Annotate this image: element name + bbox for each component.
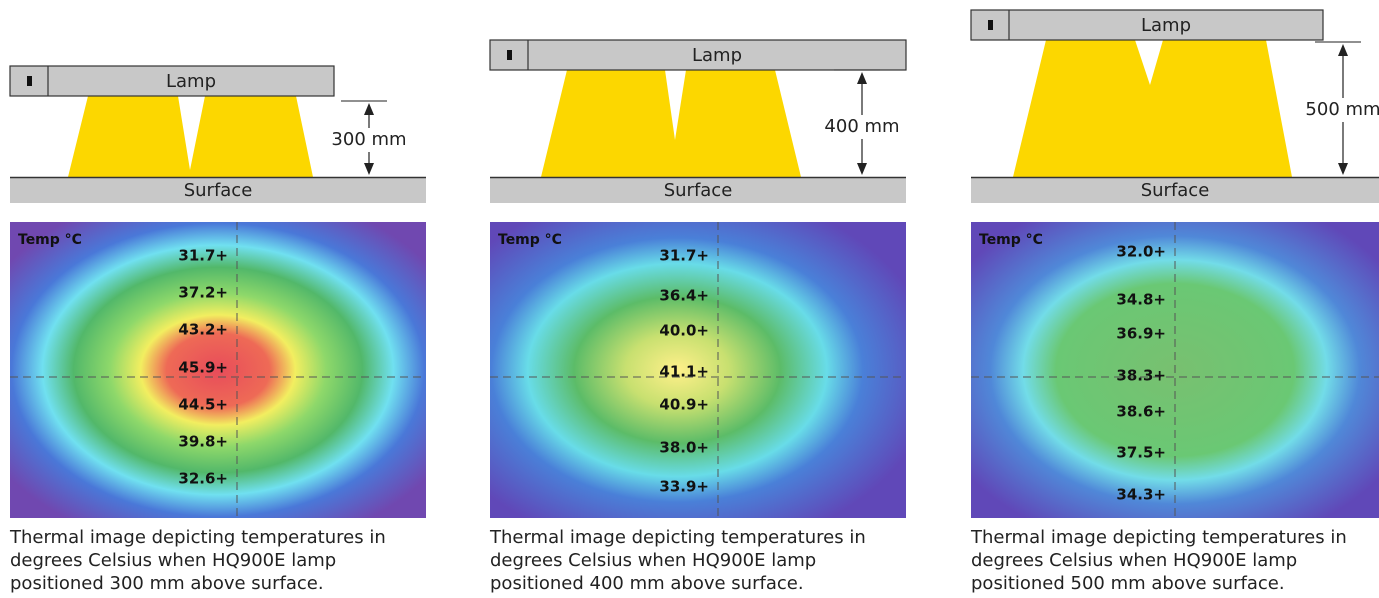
surface-label: Surface <box>1141 180 1210 201</box>
temperature-label: 34.8+ <box>1116 291 1166 309</box>
temperature-label: 38.0+ <box>659 439 709 457</box>
temperature-label: 33.9+ <box>659 478 709 496</box>
thermal-image <box>490 222 906 518</box>
lamp-body <box>9 65 335 97</box>
arrow-head <box>364 103 374 115</box>
dimension-label: 300 mm <box>331 129 406 150</box>
dimension-label: 400 mm <box>824 116 899 137</box>
lamp-label: Lamp <box>166 71 216 92</box>
surface-label: Surface <box>184 180 253 201</box>
surface <box>10 177 426 203</box>
caption: Thermal image depicting temperatures in … <box>971 527 1347 594</box>
dimension-label: 500 mm <box>1305 99 1379 120</box>
arrow-head <box>1338 44 1348 56</box>
light-beam <box>1013 40 1292 177</box>
temperature-label: 44.5+ <box>178 396 228 414</box>
light-beam <box>541 70 801 177</box>
dimension-label-bg <box>1303 98 1379 122</box>
lamp-switch <box>507 50 512 60</box>
temperature-label: 36.4+ <box>659 287 709 305</box>
dimension-label-bg <box>822 115 902 139</box>
surface-label: Surface <box>664 180 733 201</box>
lamp-switch <box>27 76 32 86</box>
lamp-label: Lamp <box>692 45 742 66</box>
lamp-switch <box>988 20 993 30</box>
temperature-label: 38.3+ <box>1116 367 1166 385</box>
temperature-label: 31.7+ <box>659 247 709 265</box>
lamp-label: Lamp <box>1141 15 1191 36</box>
temp-legend: Temp °C <box>498 232 562 248</box>
lamp-body <box>970 9 1324 41</box>
temperature-label: 40.9+ <box>659 396 709 414</box>
arrow-head <box>364 163 374 175</box>
temperature-label: 32.0+ <box>1116 243 1166 261</box>
arrow-head <box>857 72 867 84</box>
temp-legend: Temp °C <box>18 232 82 248</box>
temperature-label: 36.9+ <box>1116 325 1166 343</box>
temperature-label: 41.1+ <box>659 363 709 381</box>
temperature-label: 31.7+ <box>178 247 228 265</box>
temperature-label: 40.0+ <box>659 322 709 340</box>
arrow-head <box>1338 163 1348 175</box>
caption: Thermal image depicting temperatures in … <box>10 527 386 594</box>
caption: Thermal image depicting temperatures in … <box>490 527 866 594</box>
temperature-label: 38.6+ <box>1116 403 1166 421</box>
light-beam <box>68 96 313 177</box>
surface <box>490 177 906 203</box>
temperature-label: 39.8+ <box>178 433 228 451</box>
temp-legend: Temp °C <box>979 232 1043 248</box>
temperature-label: 34.3+ <box>1116 486 1166 504</box>
surface <box>971 177 1379 203</box>
thermal-image <box>10 222 426 518</box>
temperature-label: 45.9+ <box>178 359 228 377</box>
temperature-label: 32.6+ <box>178 470 228 488</box>
lamp-body <box>489 39 907 71</box>
temperature-label: 37.2+ <box>178 284 228 302</box>
arrow-head <box>857 163 867 175</box>
temperature-label: 43.2+ <box>178 321 228 339</box>
dimension-label-bg <box>329 128 409 152</box>
temperature-label: 37.5+ <box>1116 444 1166 462</box>
